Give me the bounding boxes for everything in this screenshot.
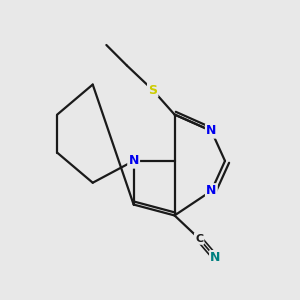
Text: N: N — [128, 154, 139, 167]
Text: N: N — [206, 124, 217, 137]
Text: N: N — [206, 184, 217, 197]
Text: C: C — [195, 234, 203, 244]
Text: N: N — [210, 251, 220, 264]
Text: S: S — [148, 83, 157, 97]
